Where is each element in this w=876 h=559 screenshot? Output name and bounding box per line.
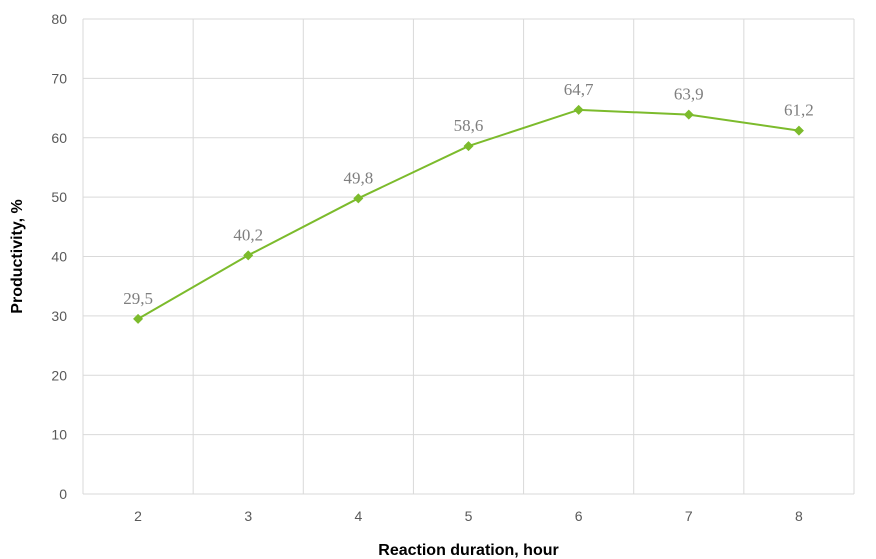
y-tick-label: 50 bbox=[51, 189, 67, 205]
y-tick-label: 30 bbox=[51, 308, 67, 324]
data-label: 29,5 bbox=[123, 289, 153, 308]
series bbox=[133, 104, 804, 324]
y-tick-label: 10 bbox=[51, 427, 67, 443]
x-axis-title: Reaction duration, hour bbox=[378, 542, 558, 559]
x-tick-label: 5 bbox=[465, 508, 473, 524]
y-tick-label: 0 bbox=[59, 486, 67, 502]
y-axis-title: Productivity, % bbox=[9, 199, 26, 313]
y-tick-label: 40 bbox=[51, 249, 67, 265]
x-tick-label: 4 bbox=[354, 508, 362, 524]
x-tick-label: 2 bbox=[134, 508, 142, 524]
y-tick-label: 80 bbox=[51, 11, 67, 27]
data-point bbox=[573, 104, 584, 115]
data-label: 40,2 bbox=[233, 225, 263, 244]
y-tick-label: 70 bbox=[51, 70, 67, 86]
data-point bbox=[243, 250, 254, 261]
data-label: 61,2 bbox=[784, 101, 814, 120]
data-point bbox=[133, 313, 144, 324]
data-labels: 29,5 40,2 49,8 58,6 64,7 63,9 61,2 bbox=[123, 80, 814, 308]
x-tick-label: 6 bbox=[575, 508, 583, 524]
data-label: 49,8 bbox=[343, 168, 373, 187]
data-label: 64,7 bbox=[564, 80, 594, 99]
data-point bbox=[353, 193, 364, 204]
data-point bbox=[463, 141, 474, 152]
data-point bbox=[793, 125, 804, 136]
x-tick-label: 7 bbox=[685, 508, 693, 524]
data-point bbox=[683, 109, 694, 120]
x-tick-label: 8 bbox=[795, 508, 803, 524]
data-label: 58,6 bbox=[454, 116, 484, 135]
x-tick-label: 3 bbox=[244, 508, 252, 524]
y-tick-label: 20 bbox=[51, 367, 67, 383]
tick-labels: 0 10 20 30 40 50 60 70 80 2 3 4 5 6 7 8 bbox=[51, 11, 803, 524]
y-tick-label: 60 bbox=[51, 130, 67, 146]
grid bbox=[82, 18, 855, 495]
data-label: 63,9 bbox=[674, 85, 704, 104]
